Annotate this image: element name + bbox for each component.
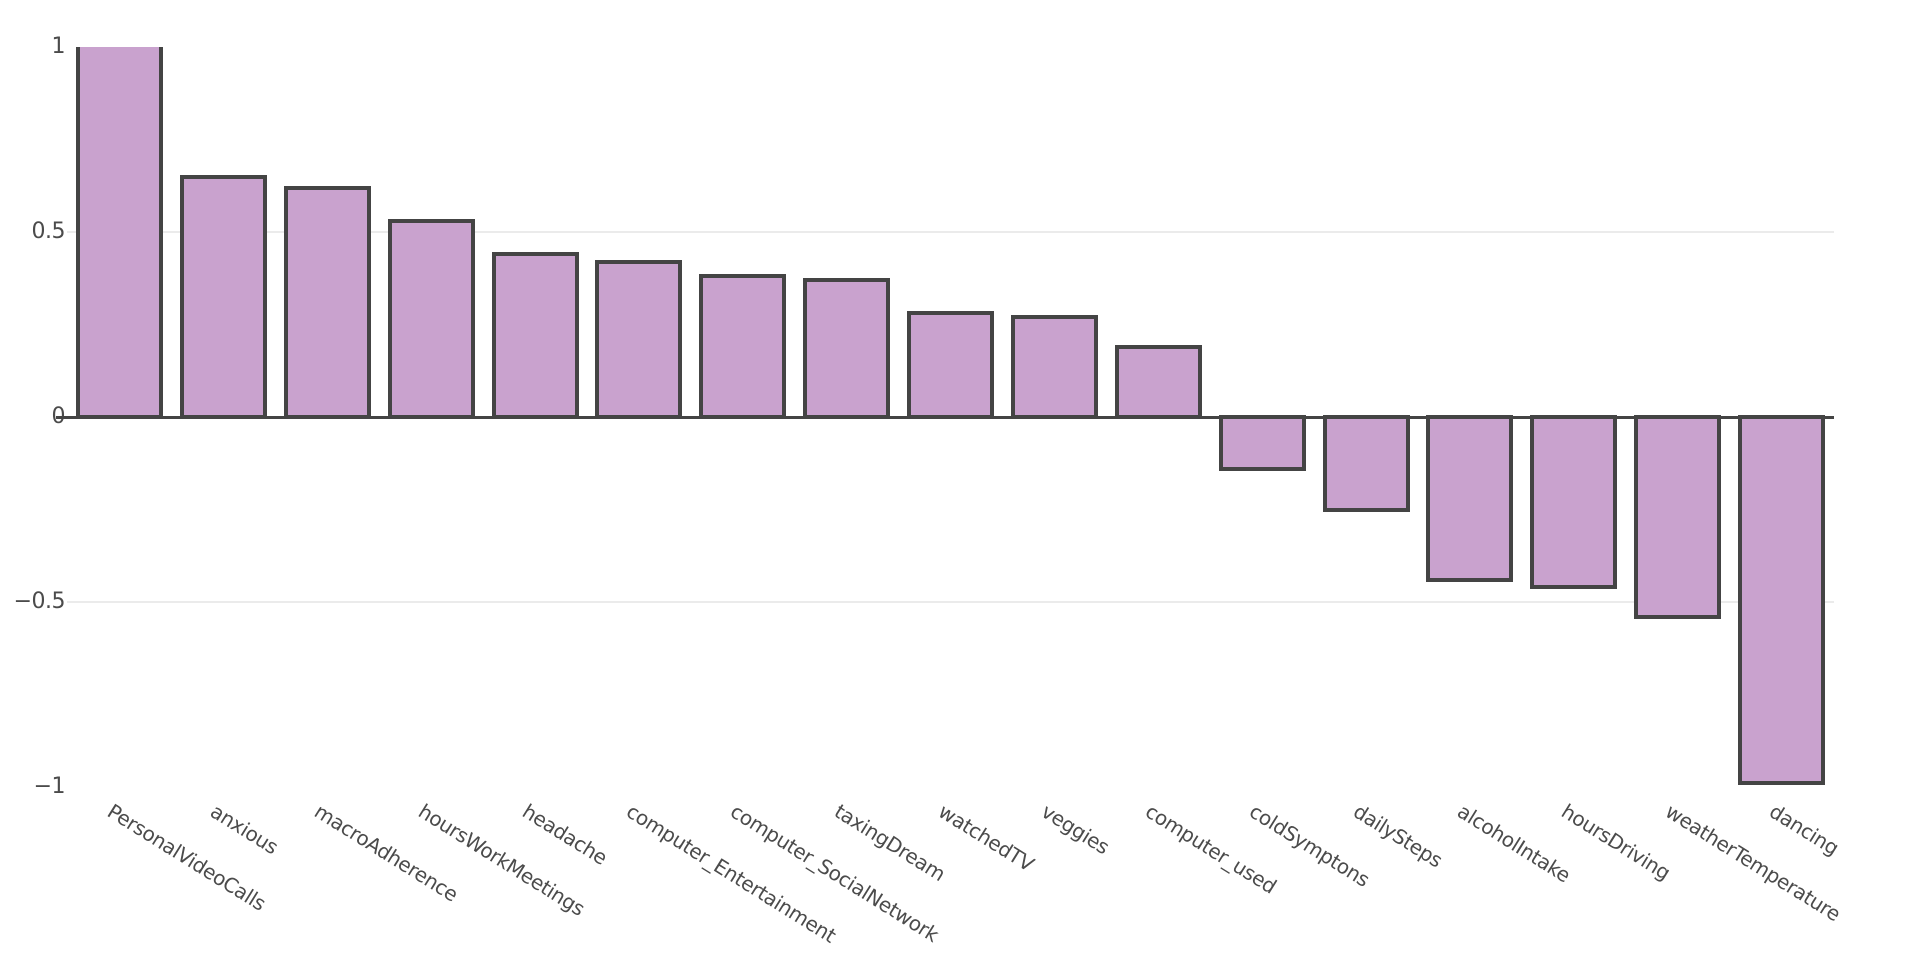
bar-PersonalVideoCalls[interactable] bbox=[76, 47, 163, 419]
x-tick-label-hoursDriving: hoursDriving bbox=[1557, 799, 1675, 885]
bar-taxingDream[interactable] bbox=[803, 278, 891, 419]
gridline-y--0.5 bbox=[67, 601, 1834, 603]
x-tick-label-dancing: dancing bbox=[1764, 799, 1843, 861]
bar-watchedTV[interactable] bbox=[907, 311, 994, 419]
bar-anxious[interactable] bbox=[179, 174, 267, 419]
bar-hoursWorkMeetings[interactable] bbox=[387, 218, 475, 419]
x-tick-label-anxious: anxious bbox=[206, 799, 283, 860]
bar-dailySteps[interactable] bbox=[1322, 415, 1410, 512]
bar-computer_used[interactable] bbox=[1114, 344, 1202, 419]
x-tick-label-weatherTemperature: weatherTemperature bbox=[1660, 799, 1845, 927]
bar-alcoholIntake[interactable] bbox=[1426, 415, 1514, 582]
x-tick-label-headache: headache bbox=[518, 799, 612, 870]
y-tick-label: −1 bbox=[33, 774, 66, 799]
zero-axis-line bbox=[56, 416, 1834, 419]
bar-macroAdherence[interactable] bbox=[283, 185, 371, 419]
y-tick-label: −0.5 bbox=[13, 589, 66, 614]
bar-dancing[interactable] bbox=[1738, 415, 1825, 786]
bar-computer_SocialNetwork[interactable] bbox=[699, 274, 787, 419]
y-tick-label: 1 bbox=[51, 34, 66, 59]
x-tick-label-hoursWorkMeetings: hoursWorkMeetings bbox=[414, 799, 590, 921]
bar-hoursDriving[interactable] bbox=[1530, 415, 1618, 590]
x-tick-label-dailySteps: dailySteps bbox=[1349, 799, 1447, 873]
y-tick-label: 0.5 bbox=[31, 219, 66, 244]
bar-computer_Entertainment[interactable] bbox=[595, 259, 683, 419]
bar-weatherTemperature[interactable] bbox=[1634, 415, 1722, 619]
bar-veggies[interactable] bbox=[1010, 315, 1098, 419]
bar-coldSymptons[interactable] bbox=[1218, 415, 1306, 471]
x-tick-label-alcoholIntake: alcoholIntake bbox=[1453, 799, 1575, 888]
x-tick-label-veggies: veggies bbox=[1037, 799, 1114, 860]
bar-headache[interactable] bbox=[491, 252, 579, 419]
